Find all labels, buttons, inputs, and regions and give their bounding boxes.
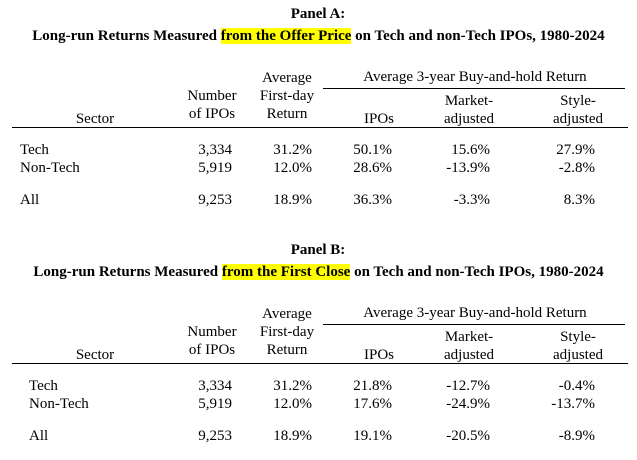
column-header: adjusted <box>553 111 603 127</box>
column-header: Average <box>262 70 312 86</box>
column-header: Sector <box>75 347 115 363</box>
cell: -3.3% <box>453 192 490 208</box>
cell: 28.6% <box>353 160 392 176</box>
cell: -20.5% <box>446 428 490 444</box>
cell: 5,919 <box>198 396 232 412</box>
panel-label: Panel B: <box>290 242 346 258</box>
column-header: IPOs <box>363 347 394 363</box>
header-rule <box>12 363 628 364</box>
cell: 50.1% <box>353 142 392 158</box>
panel-title: Long-run Returns Measured from the First… <box>0 263 637 281</box>
cell: 18.9% <box>273 428 312 444</box>
column-header: Market- <box>444 329 494 345</box>
column-header: First-day <box>259 324 315 340</box>
row-label: Non-Tech <box>20 160 80 176</box>
cell: 12.0% <box>273 160 312 176</box>
row-label: All <box>20 192 40 208</box>
group-header: Average 3-year Buy-and-hold Return <box>363 69 587 85</box>
cell: 12.0% <box>273 396 312 412</box>
cell: 31.2% <box>273 378 312 394</box>
cell: 8.3% <box>563 192 595 208</box>
column-header: Market- <box>444 93 494 109</box>
title-text: Long-run Returns Measured <box>33 264 222 280</box>
column-header: Number <box>187 88 237 104</box>
column-header: adjusted <box>553 347 603 363</box>
row-label: Non-Tech <box>29 396 89 412</box>
cell: 21.8% <box>353 378 392 394</box>
cell: -2.8% <box>558 160 595 176</box>
cell: 27.9% <box>556 142 595 158</box>
column-header: Return <box>266 342 308 358</box>
column-header: Return <box>266 106 308 122</box>
cell: -8.9% <box>558 428 595 444</box>
title-text: on Tech and non-Tech IPOs, 1980-2024 <box>350 264 604 280</box>
column-header: Sector <box>75 111 115 127</box>
cell: 3,334 <box>198 142 232 158</box>
group-rule <box>323 324 625 325</box>
row-label: All <box>29 428 49 444</box>
column-header: Style- <box>560 329 596 345</box>
cell: -13.7% <box>551 396 595 412</box>
cell: 9,253 <box>198 428 232 444</box>
header-rule <box>12 127 628 128</box>
cell: 3,334 <box>198 378 232 394</box>
group-header: Average 3-year Buy-and-hold Return <box>363 305 587 321</box>
cell: 19.1% <box>353 428 392 444</box>
highlighted-text: from the First Close <box>221 264 351 280</box>
row-label: Tech <box>20 142 49 158</box>
column-header: Average <box>262 306 312 322</box>
cell: -24.9% <box>446 396 490 412</box>
cell: 15.6% <box>451 142 490 158</box>
row-label: Tech <box>29 378 58 394</box>
cell: 17.6% <box>353 396 392 412</box>
cell: 18.9% <box>273 192 312 208</box>
column-header: IPOs <box>363 111 394 127</box>
cell: 9,253 <box>198 192 232 208</box>
column-header: adjusted <box>444 111 494 127</box>
panel-title: Long-run Returns Measured from the Offer… <box>0 27 637 45</box>
column-header: Style- <box>560 93 596 109</box>
highlighted-text: from the Offer Price <box>220 28 352 44</box>
column-header: of IPOs <box>188 106 236 122</box>
cell: -12.7% <box>446 378 490 394</box>
column-header: of IPOs <box>188 342 236 358</box>
title-text: Long-run Returns Measured <box>32 28 221 44</box>
column-header: adjusted <box>444 347 494 363</box>
cell: 31.2% <box>273 142 312 158</box>
column-header: First-day <box>259 88 315 104</box>
cell: -0.4% <box>558 378 595 394</box>
cell: -13.9% <box>446 160 490 176</box>
cell: 5,919 <box>198 160 232 176</box>
cell: 36.3% <box>353 192 392 208</box>
group-rule <box>323 88 625 89</box>
panel-label: Panel A: <box>290 6 346 22</box>
title-text: on Tech and non-Tech IPOs, 1980-2024 <box>351 28 605 44</box>
column-header: Number <box>187 324 237 340</box>
